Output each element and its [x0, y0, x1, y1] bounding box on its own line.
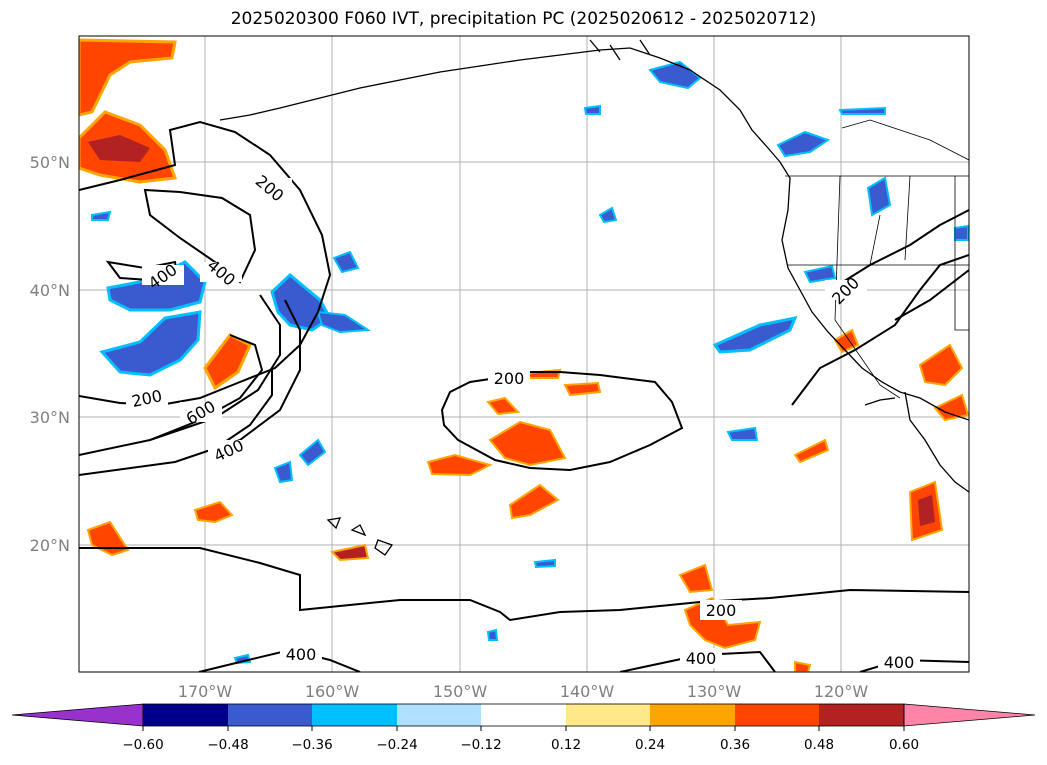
colorbar-tick-label: 0.60 — [889, 737, 919, 753]
map-title: 2025020300 F060 IVT, precipitation PC (2… — [230, 9, 817, 29]
colorbar-cell — [312, 704, 397, 726]
lon-tick-label: 170°W — [178, 682, 233, 701]
lon-tick-label: 160°W — [305, 682, 360, 701]
contour-label-group: 200 400 400 200 600 400 200 200 400 400 … — [126, 171, 920, 672]
lat-tick-label: 20°N — [30, 536, 70, 555]
colorbar-tick-label: 0.48 — [804, 737, 834, 753]
lat-tick-label: 40°N — [30, 281, 70, 300]
map-frame — [78, 35, 970, 673]
colorbar-cell — [397, 704, 481, 726]
colorbar-tick-label: 0.12 — [551, 737, 581, 753]
colorbar-cell — [566, 704, 650, 726]
colorbar-tick-label: −0.24 — [376, 737, 417, 753]
colorbar-tick-label: −0.60 — [122, 737, 163, 753]
colorbar-tick-label: −0.12 — [460, 737, 501, 753]
map-plot-area: 200 400 400 200 600 400 200 200 400 400 … — [79, 36, 969, 672]
precip-positive — [79, 38, 969, 672]
colorbar-cell — [650, 704, 735, 726]
contour-label: 400 — [686, 649, 717, 668]
lon-tick-label: 150°W — [433, 682, 488, 701]
ivt-contours — [79, 120, 969, 672]
colorbar-cell — [228, 704, 312, 726]
colorbar-cell — [143, 704, 228, 726]
coastlines — [219, 39, 969, 556]
lat-axis: 50°N 40°N 30°N 20°N — [30, 153, 70, 555]
colorbar-cell — [481, 704, 566, 726]
colorbar-tick-label: −0.48 — [207, 737, 248, 753]
lon-tick-label: 130°W — [687, 682, 742, 701]
lon-tick-label: 120°W — [814, 682, 869, 701]
colorbar-tick-label: 0.36 — [720, 737, 750, 753]
colorbar-cell — [819, 704, 904, 726]
contour-label: 400 — [286, 645, 317, 664]
colorbar: −0.60 −0.48 −0.36 −0.24 −0.12 0.12 0.24 … — [11, 703, 1036, 753]
contour-label: 400 — [204, 256, 240, 290]
political-borders — [785, 119, 969, 399]
colorbar-tick-label: 0.24 — [635, 737, 665, 753]
colorbar-extend-low — [11, 703, 144, 727]
colorbar-extend-high — [903, 703, 1036, 727]
lat-tick-label: 50°N — [30, 153, 70, 172]
lat-tick-label: 30°N — [30, 408, 70, 427]
contour-label: 400 — [884, 653, 915, 672]
lon-tick-label: 140°W — [560, 682, 615, 701]
contour-label-extra: 200 — [700, 600, 742, 620]
colorbar-cell — [735, 704, 819, 726]
contour-label: 200 — [706, 601, 737, 620]
lon-axis: 170°W 160°W 150°W 140°W 130°W 120°W — [178, 682, 869, 701]
colorbar-tick-label: −0.36 — [291, 737, 332, 753]
contour-label: 200 — [252, 171, 288, 205]
graticule — [79, 36, 969, 672]
contour-label: 200 — [494, 369, 525, 388]
